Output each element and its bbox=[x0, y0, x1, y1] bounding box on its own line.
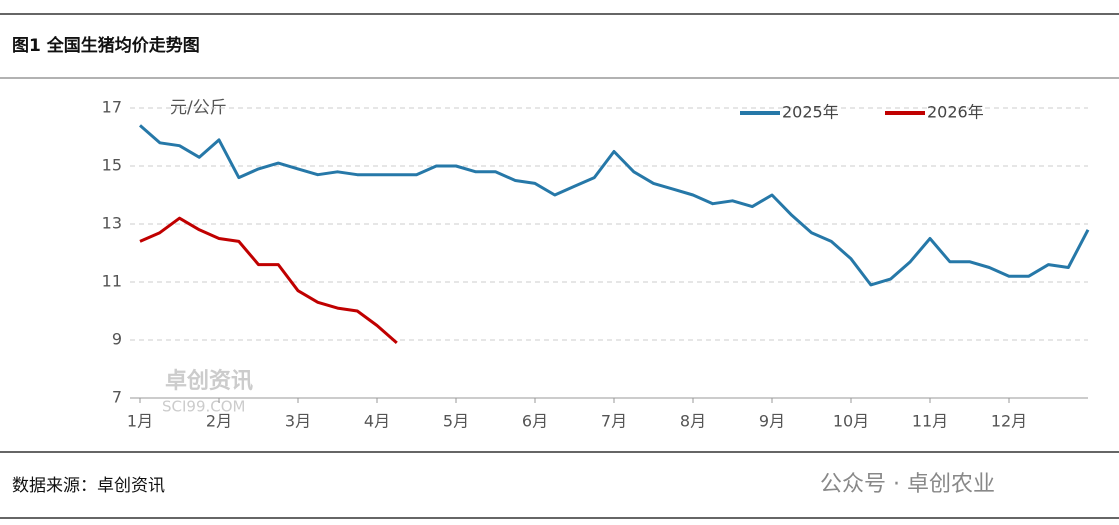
y-unit: 元/公斤 bbox=[170, 98, 227, 118]
x-tick-label: 2月 bbox=[206, 412, 232, 431]
x-tick-label: 11月 bbox=[912, 412, 948, 431]
logo-url: SCI99.COM bbox=[162, 398, 246, 416]
x-tick-label: 12月 bbox=[991, 412, 1027, 431]
x-tick-label: 10月 bbox=[833, 412, 869, 431]
x-tick-label: 9月 bbox=[759, 412, 785, 431]
y-tick-label: 15 bbox=[102, 156, 122, 175]
x-tick-label: 5月 bbox=[443, 412, 469, 431]
title: 图1 全国生猪均价走势图 bbox=[12, 35, 200, 56]
x-tick-label: 7月 bbox=[601, 412, 627, 431]
x-tick-label: 6月 bbox=[522, 412, 548, 431]
y-tick-label: 17 bbox=[102, 98, 122, 117]
source: 数据来源：卓创资讯 bbox=[12, 476, 165, 496]
x-tick-label: 1月 bbox=[127, 412, 153, 431]
y-tick-label: 11 bbox=[102, 272, 122, 291]
logo: 卓创资讯 bbox=[165, 369, 253, 394]
x-tick-label: 3月 bbox=[285, 412, 311, 431]
series-line bbox=[139, 124, 1090, 287]
plot: 7 9 11 13 15 17 1月 2月 3月 4月 5月 6月 7月 8月 9月 10月 11月 12月 202… bbox=[102, 98, 1090, 431]
legend-label: 2025年 bbox=[782, 103, 839, 122]
x-tick-label: 4月 bbox=[364, 412, 390, 431]
y-tick-label: 9 bbox=[112, 330, 122, 349]
y-tick-label: 7 bbox=[112, 388, 122, 407]
series-line bbox=[139, 216, 398, 345]
watermark: 公众号 · 卓创农业 bbox=[820, 472, 995, 497]
legend-label: 2026年 bbox=[927, 103, 984, 122]
y-tick-label: 13 bbox=[102, 214, 122, 233]
x-tick-label: 8月 bbox=[680, 412, 706, 431]
